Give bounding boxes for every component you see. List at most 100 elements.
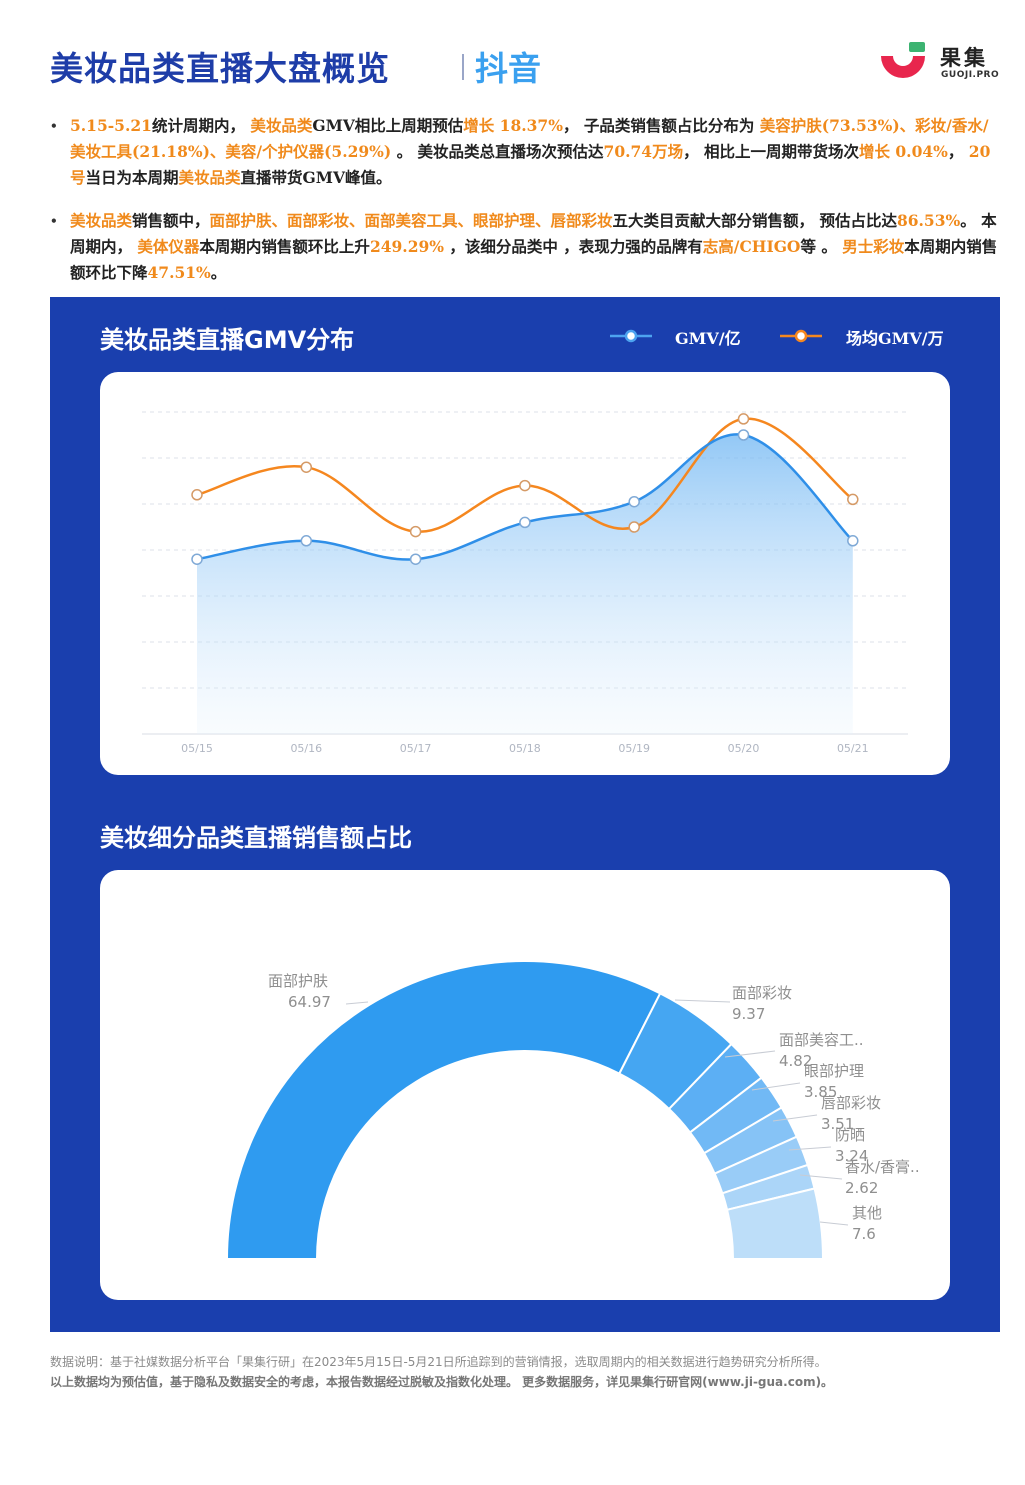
body-text: 。 本周期内， — [70, 211, 997, 256]
highlight-text: 面部护肤、面部彩妆、面部美容工具、眼部护理、唇部彩妆 — [209, 211, 613, 230]
slice-value: 9.37 — [732, 1005, 765, 1023]
footer-line-2: 以上数据均为预估值，基于隐私及数据安全的考虑，本报告数据经过脱敏及指数化处理。 … — [50, 1375, 834, 1389]
slice-label: 其他 — [852, 1204, 882, 1222]
highlight-text: 5.15-5.21 — [70, 116, 152, 135]
body-text: ， 子品类销售额占比分布为 — [562, 116, 760, 135]
slice-label: 唇部彩妆 — [821, 1094, 881, 1112]
body-text: 五大类目贡献大部分销售额， 预估占比达 — [612, 211, 897, 230]
highlight-text: 249.29% — [369, 237, 444, 256]
highlight-text: 美妆品类 — [70, 211, 133, 230]
line-chart: 05/15 05/16 05/17 05/18 05/19 05/20 05/21 — [142, 411, 908, 755]
x-tick-label: 05/18 — [509, 742, 541, 755]
data-point — [191, 553, 203, 565]
data-point — [847, 535, 859, 547]
x-tick-label: 05/21 — [837, 742, 869, 755]
page-header: 美妆品类直播大盘概览 抖音 果集 GUOJI.PRO — [50, 40, 1000, 95]
data-point — [628, 521, 640, 533]
data-point — [300, 535, 313, 547]
data-point — [737, 429, 750, 441]
donut-chart-card: 面部护肤 64.97 面部彩妆 9.37 面部美容工.. 4.82 眼部护理 3.85 唇部彩妆… — [100, 870, 950, 1300]
data-point — [519, 479, 531, 492]
label-leader-line — [788, 1146, 832, 1151]
highlight-text: 47.51% — [147, 263, 211, 282]
slice-label: 防晒 — [835, 1126, 865, 1144]
bullet-icon: • — [50, 214, 58, 228]
slice-label: 香水/香膏.. — [845, 1158, 920, 1176]
summary-section: • 5.15-5.21统计周期内， 美妆品类GMV相比上周期预估增长 18.37… — [50, 113, 1000, 303]
slice-value: 2.62 — [845, 1179, 878, 1197]
highlight-text: 美体仪器 — [137, 237, 200, 256]
data-point — [628, 495, 640, 508]
slice-label: 面部护肤 — [268, 972, 328, 990]
highlight-text: 增长 0.04% — [859, 142, 948, 161]
title-separator — [462, 54, 464, 80]
label-leader-line — [674, 999, 731, 1003]
label-leader-line — [724, 1050, 776, 1058]
body-text: ， — [947, 142, 969, 161]
summary-text-1: 5.15-5.21统计周期内， 美妆品类GMV相比上周期预估增长 18.37%，… — [70, 116, 990, 187]
line-chart-title: 美妆品类直播GMV分布 — [100, 326, 355, 354]
body-text: 直播带货GMV峰值。 — [240, 168, 392, 187]
body-text: 本周期内销售额环比下降 — [70, 237, 998, 282]
highlight-text: 美容护肤(73.53%)、彩妆/香水/美妆工具(21.18%)、美容/个护仪器(… — [70, 116, 989, 161]
body-text: 销售额中， — [132, 211, 210, 230]
body-text: 本周期内销售额环比上升 — [199, 237, 370, 256]
slice-value: 4.82 — [779, 1052, 812, 1070]
x-tick-label: 05/16 — [290, 742, 322, 755]
platform-label: 抖音 — [475, 49, 541, 88]
legend-label-gmv: GMV/亿 — [675, 329, 741, 348]
footer-line-1: 数据说明：基于社媒数据分析平台「果集行研」在2023年5月15日-5月21日所追… — [50, 1355, 827, 1369]
slice-label: 面部彩妆 — [732, 984, 792, 1002]
highlight-text: 20号 — [70, 142, 991, 187]
x-tick-label: 05/20 — [728, 742, 760, 755]
slice-value: 3.24 — [835, 1147, 868, 1165]
highlight-text: 美妆品类 — [250, 116, 313, 135]
body-text: ，该细分品类中 ，表现力强的品牌有 — [444, 237, 703, 256]
slice-label: 面部美容工.. — [779, 1031, 864, 1049]
highlight-text: 86.53% — [896, 211, 961, 230]
label-leader-line — [819, 1221, 849, 1226]
data-notes: 数据说明：基于社媒数据分析平台「果集行研」在2023年5月15日-5月21日所追… — [50, 1352, 1000, 1392]
x-tick-label: 05/19 — [618, 742, 650, 755]
data-point — [409, 525, 422, 538]
legend-item-gmv[interactable]: GMV/亿 — [608, 324, 741, 348]
body-text: ， 相比上一周期带货场次 — [683, 142, 859, 161]
label-leader-line — [772, 1114, 818, 1122]
logo-name: 果集 — [940, 46, 988, 70]
body-text: 当日为本周期 — [85, 168, 179, 187]
body-text: 。 — [210, 263, 227, 282]
body-text: 。 美妆品类总直播场次预估达 — [391, 142, 604, 161]
donut-chart-title: 美妆细分品类直播销售额占比 — [100, 824, 412, 852]
data-point — [847, 493, 859, 506]
legend-item-avg-gmv[interactable]: 场均GMV/万 — [778, 324, 944, 348]
slice-value: 7.6 — [852, 1225, 876, 1243]
body-text: 统计周期内， — [151, 116, 251, 135]
line-chart-card: 05/15 05/16 05/17 05/18 05/19 05/20 05/21 — [100, 372, 950, 775]
body-text: 等 。 — [800, 237, 843, 256]
gmv-area — [197, 434, 853, 734]
data-point — [191, 489, 203, 501]
data-point — [519, 516, 531, 529]
data-point — [409, 553, 422, 565]
highlight-text: 男士彩妆 — [842, 237, 905, 256]
highlight-text: 70.74万场 — [603, 142, 684, 161]
brand-logo[interactable]: 果集 GUOJI.PRO — [875, 40, 1000, 90]
legend-line-blue-icon — [610, 329, 652, 343]
label-leader-line — [345, 1001, 369, 1005]
summary-paragraph-2: • 美妆品类销售额中，面部护肤、面部彩妆、面部美容工具、眼部护理、唇部彩妆五大类… — [50, 208, 1000, 286]
donut-slice — [225, 960, 662, 1260]
slice-value: 3.51 — [821, 1115, 854, 1133]
highlight-text: 增长 18.37% — [463, 116, 563, 135]
logo-subtitle: GUOJI.PRO — [941, 70, 1000, 80]
page-title: 美妆品类直播大盘概览 — [50, 49, 390, 88]
legend-line-orange-icon — [780, 329, 822, 343]
slice-value: 3.85 — [804, 1083, 837, 1101]
slice-value: 64.97 — [288, 993, 331, 1011]
legend-label-avg-gmv: 场均GMV/万 — [846, 329, 944, 348]
logo-mark-icon — [881, 42, 925, 78]
x-tick-label: 05/17 — [400, 742, 432, 755]
donut-slice — [725, 1187, 825, 1260]
highlight-text: 美妆品类 — [178, 168, 241, 187]
bullet-icon: • — [50, 119, 58, 133]
